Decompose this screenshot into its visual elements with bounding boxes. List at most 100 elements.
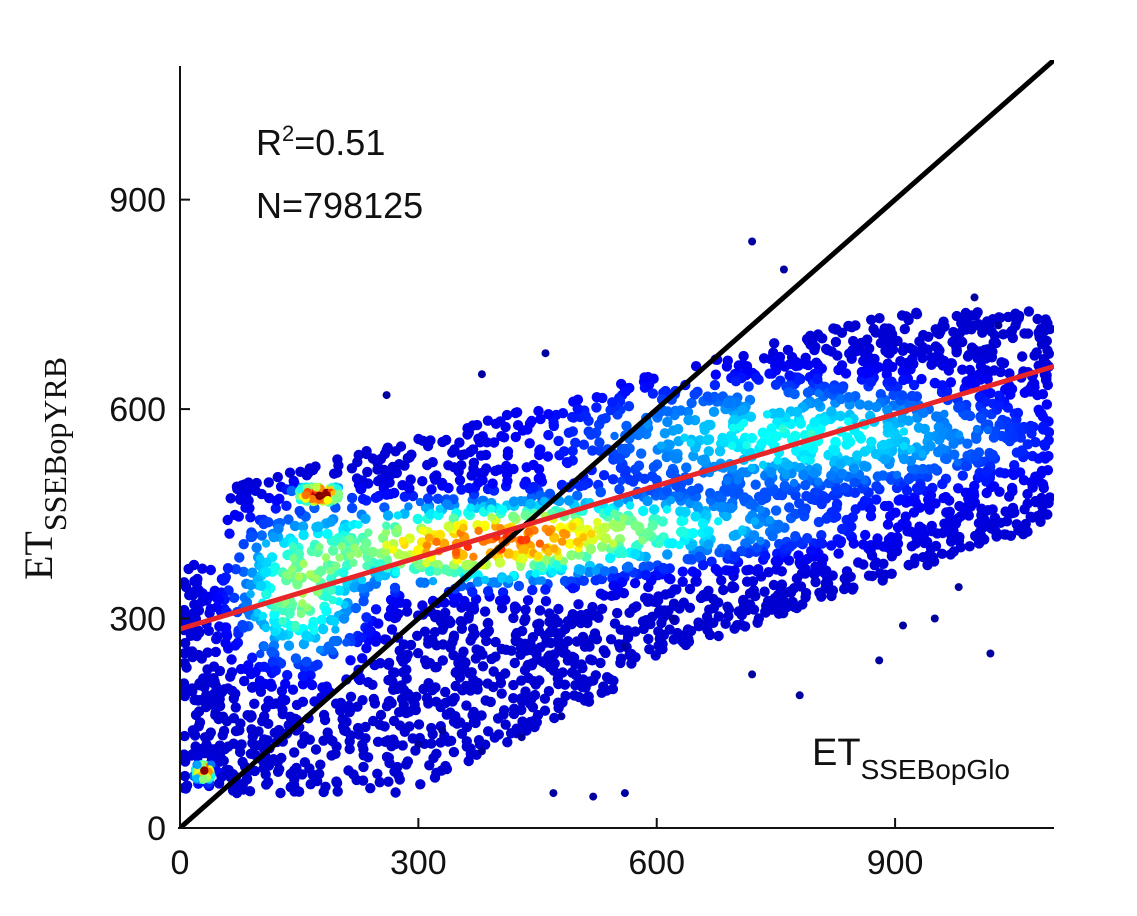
scatter-point-2987 [643,527,654,538]
scatter-point-2466 [511,627,523,639]
scatter-point-2609 [879,323,890,334]
scatter-point-2932 [801,490,812,502]
scatter-point-2134 [793,550,804,561]
scatter-point-2662 [662,416,673,428]
scatter-point-3140 [270,665,281,676]
r-squared-prefix: R [256,122,282,163]
scatter-point-2039 [560,690,571,702]
scatter-point-2079 [1041,370,1052,381]
scatter-point-2712 [262,777,274,788]
scatter-point-672 [431,748,442,759]
scatter-point-2325 [229,592,240,603]
scatter-point-3020 [899,323,910,335]
scatter-point-3532 [714,517,723,526]
scatter-point-3546 [619,549,628,559]
scatter-point-1084 [922,344,933,355]
scatter-point-2789 [598,681,609,692]
scatter-point-2911 [383,657,395,669]
scatter-point-3139 [960,307,971,319]
scatter-point-2158 [572,403,583,414]
scatter-point-2421 [729,623,740,634]
scatter-point-1765 [401,673,412,684]
scatter-point-3540 [466,503,475,512]
scatter-point-1768 [505,728,517,739]
scatter-point-960 [936,548,948,559]
scatter-point-3046 [612,607,623,619]
scatter-point-2750 [991,531,1002,542]
scatter-point-2404 [710,563,721,575]
scatter-point-1500 [1017,351,1028,362]
scatter-point-2024 [766,423,777,434]
scatter-point-3092 [727,581,738,592]
scatter-point-1825 [856,337,867,349]
scatter-point-3065 [970,450,981,462]
scatter-point-3170 [981,316,993,327]
scatter-point-3051 [535,413,546,425]
scatter-point-3443 [391,568,401,577]
scatter-point-3618 [981,478,990,487]
scatter-point-2955 [916,373,927,385]
scatter-point-3534 [424,533,434,542]
scatter-point-1740 [717,432,728,444]
scatter-point-2563 [219,684,230,695]
scatter-point-2028 [423,634,434,645]
scatter-point-3522 [420,503,430,512]
scatter-point-1757 [459,683,471,694]
scatter-point-3460 [535,539,545,548]
scatter-point-2458 [906,541,917,552]
scatter-point-2453 [584,676,595,687]
scatter-point-2779 [892,335,903,347]
scatter-point-1521 [594,437,605,448]
scatter-point-1305 [847,512,858,523]
scatter-point-1539 [437,436,448,448]
scatter-point-2333 [301,656,312,667]
scatter-point-3114 [214,700,226,712]
scatter-point-2905 [697,560,709,571]
scatter-point-2650 [861,461,872,472]
scatter-point-1901 [534,675,545,686]
scatter-point-3604 [282,570,291,579]
scatter-point-2213 [361,612,372,623]
scatter-point-1605 [350,602,362,614]
scatter-point-1308 [413,719,425,730]
scatter-point-602 [318,709,330,721]
scatter-point-1391 [598,470,610,481]
scatter-point-2574 [481,463,492,474]
scatter-point-2022 [224,528,235,539]
scatter-point-2057 [301,630,312,641]
scatter-point-3501 [487,513,496,522]
scatter-point-1643 [508,612,519,624]
scatter-point-3472 [587,529,596,538]
scatter-point-2881 [826,470,837,481]
scatter-point-2573 [925,440,936,452]
scatter-point-2867 [898,453,910,465]
scatter-point-91 [234,552,245,563]
outlier-point-3663 [557,712,566,721]
scatter-point-3433 [198,775,208,784]
scatter-point-668 [745,411,757,422]
outlier-point-3662 [620,642,629,651]
scatter-point-3185 [738,596,749,607]
scatter-point-819 [383,776,394,787]
scatter-point-3074 [356,483,367,495]
scatter-point-3452 [432,537,441,546]
scatter-point-3635 [656,441,665,450]
scatter-point-3128 [690,511,701,522]
scatter-point-2793 [945,431,956,442]
scatter-point-2280 [412,513,423,525]
scatter-point-3449 [422,541,432,550]
scatter-point-2965 [775,582,786,593]
scatter-point-2455 [256,488,267,500]
scatter-point-2879 [569,690,580,701]
scatter-point-2641 [703,419,714,431]
scatter-point-2613 [974,391,985,402]
scatter-point-2806 [964,410,976,422]
y-tick-label-0: 0 [147,810,166,848]
scatter-point-2726 [243,483,254,494]
scatter-point-2972 [879,569,891,580]
scatter-point-2369 [882,519,894,530]
scatter-point-2917 [764,477,775,488]
scatter-point-399 [333,585,344,596]
scatter-point-2587 [375,709,387,721]
scatter-point-309 [287,684,299,695]
